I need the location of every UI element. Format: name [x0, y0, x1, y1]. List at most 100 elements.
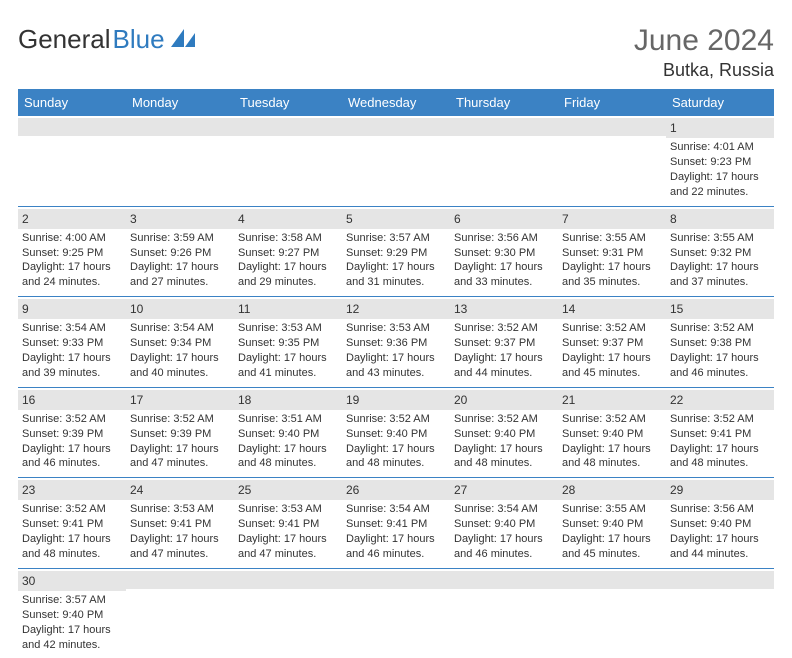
week-row: 1Sunrise: 4:01 AMSunset: 9:23 PMDaylight…: [18, 116, 774, 207]
logo-text-1: General: [18, 24, 111, 55]
day-cell: 28Sunrise: 3:55 AMSunset: 9:40 PMDayligh…: [558, 478, 666, 568]
day-cell: 9Sunrise: 3:54 AMSunset: 9:33 PMDaylight…: [18, 297, 126, 387]
day-info-line: Daylight: 17 hours and 39 minutes.: [22, 351, 122, 381]
day-info-line: Sunrise: 3:58 AM: [238, 231, 338, 246]
day-info-line: Sunset: 9:30 PM: [454, 246, 554, 261]
day-info-line: Sunrise: 3:56 AM: [454, 231, 554, 246]
day-info-line: Sunset: 9:36 PM: [346, 336, 446, 351]
day-info-line: Daylight: 17 hours and 46 minutes.: [346, 532, 446, 562]
day-cell: 18Sunrise: 3:51 AMSunset: 9:40 PMDayligh…: [234, 388, 342, 478]
day-cell: 2Sunrise: 4:00 AMSunset: 9:25 PMDaylight…: [18, 207, 126, 297]
day-cell: 19Sunrise: 3:52 AMSunset: 9:40 PMDayligh…: [342, 388, 450, 478]
day-info-line: Sunset: 9:41 PM: [22, 517, 122, 532]
day-info-line: Daylight: 17 hours and 43 minutes.: [346, 351, 446, 381]
day-number: [666, 571, 774, 589]
day-cell: 14Sunrise: 3:52 AMSunset: 9:37 PMDayligh…: [558, 297, 666, 387]
day-info-line: Sunrise: 3:53 AM: [346, 321, 446, 336]
day-info-line: Daylight: 17 hours and 33 minutes.: [454, 260, 554, 290]
day-info-line: Daylight: 17 hours and 37 minutes.: [670, 260, 770, 290]
day-cell: 12Sunrise: 3:53 AMSunset: 9:36 PMDayligh…: [342, 297, 450, 387]
day-cell: 20Sunrise: 3:52 AMSunset: 9:40 PMDayligh…: [450, 388, 558, 478]
day-number: 9: [18, 299, 126, 319]
week-row: 23Sunrise: 3:52 AMSunset: 9:41 PMDayligh…: [18, 478, 774, 569]
day-info-line: Daylight: 17 hours and 24 minutes.: [22, 260, 122, 290]
day-cell: 30Sunrise: 3:57 AMSunset: 9:40 PMDayligh…: [18, 569, 126, 658]
day-info-line: Sunset: 9:40 PM: [454, 427, 554, 442]
day-info-line: Sunrise: 3:52 AM: [562, 321, 662, 336]
day-info-line: Sunrise: 3:54 AM: [454, 502, 554, 517]
day-info-line: Sunset: 9:27 PM: [238, 246, 338, 261]
day-cell: [342, 116, 450, 206]
weekday-header-cell: Wednesday: [342, 89, 450, 116]
day-cell: [126, 569, 234, 658]
day-info-line: Daylight: 17 hours and 45 minutes.: [562, 532, 662, 562]
day-number: 26: [342, 480, 450, 500]
day-info-line: Sunrise: 3:51 AM: [238, 412, 338, 427]
day-number: 16: [18, 390, 126, 410]
day-info-line: Sunset: 9:41 PM: [130, 517, 230, 532]
day-info-line: Daylight: 17 hours and 48 minutes.: [346, 442, 446, 472]
day-cell: [558, 569, 666, 658]
day-info-line: Sunrise: 3:54 AM: [346, 502, 446, 517]
weekday-header-cell: Tuesday: [234, 89, 342, 116]
day-info-line: Sunset: 9:41 PM: [670, 427, 770, 442]
day-info-line: Sunset: 9:35 PM: [238, 336, 338, 351]
day-number: 23: [18, 480, 126, 500]
week-row: 9Sunrise: 3:54 AMSunset: 9:33 PMDaylight…: [18, 297, 774, 388]
day-info-line: Sunset: 9:40 PM: [238, 427, 338, 442]
logo-sail-icon: [171, 27, 197, 47]
day-cell: 5Sunrise: 3:57 AMSunset: 9:29 PMDaylight…: [342, 207, 450, 297]
location-label: Butka, Russia: [634, 60, 774, 81]
day-info-line: Sunrise: 3:52 AM: [22, 502, 122, 517]
day-number: 13: [450, 299, 558, 319]
day-info-line: Sunset: 9:40 PM: [22, 608, 122, 623]
day-info-line: Daylight: 17 hours and 46 minutes.: [670, 351, 770, 381]
weekday-header-cell: Friday: [558, 89, 666, 116]
day-cell: 8Sunrise: 3:55 AMSunset: 9:32 PMDaylight…: [666, 207, 774, 297]
day-number: 10: [126, 299, 234, 319]
day-cell: [450, 569, 558, 658]
day-number: [126, 118, 234, 136]
day-cell: [666, 569, 774, 658]
day-info-line: Daylight: 17 hours and 48 minutes.: [22, 532, 122, 562]
calendar: SundayMondayTuesdayWednesdayThursdayFrid…: [18, 89, 774, 658]
month-title: June 2024: [634, 24, 774, 58]
weekday-header-cell: Sunday: [18, 89, 126, 116]
day-number: 27: [450, 480, 558, 500]
day-number: 6: [450, 209, 558, 229]
day-info-line: Sunrise: 3:52 AM: [670, 321, 770, 336]
day-info-line: Sunset: 9:29 PM: [346, 246, 446, 261]
day-info-line: Daylight: 17 hours and 47 minutes.: [238, 532, 338, 562]
day-info-line: Sunset: 9:25 PM: [22, 246, 122, 261]
day-info-line: Daylight: 17 hours and 48 minutes.: [454, 442, 554, 472]
day-info-line: Sunrise: 3:52 AM: [22, 412, 122, 427]
day-info-line: Daylight: 17 hours and 47 minutes.: [130, 442, 230, 472]
day-info-line: Daylight: 17 hours and 41 minutes.: [238, 351, 338, 381]
day-cell: 16Sunrise: 3:52 AMSunset: 9:39 PMDayligh…: [18, 388, 126, 478]
weekday-header-cell: Monday: [126, 89, 234, 116]
day-info-line: Sunrise: 3:53 AM: [238, 321, 338, 336]
day-info-line: Sunset: 9:37 PM: [454, 336, 554, 351]
title-block: June 2024 Butka, Russia: [634, 24, 774, 81]
day-number: 2: [18, 209, 126, 229]
day-cell: [126, 116, 234, 206]
day-cell: 3Sunrise: 3:59 AMSunset: 9:26 PMDaylight…: [126, 207, 234, 297]
day-cell: 27 Sunrise: 3:54 AMSunset: 9:40 PMDayligh…: [450, 478, 558, 568]
week-row: 16Sunrise: 3:52 AMSunset: 9:39 PMDayligh…: [18, 388, 774, 479]
day-info-line: Sunset: 9:33 PM: [22, 336, 122, 351]
day-info-line: Sunset: 9:40 PM: [454, 517, 554, 532]
day-info-line: Sunset: 9:41 PM: [238, 517, 338, 532]
logo-text-2: Blue: [113, 24, 165, 55]
day-info-line: Sunset: 9:23 PM: [670, 155, 770, 170]
day-info-line: Sunset: 9:40 PM: [346, 427, 446, 442]
day-number: [558, 118, 666, 136]
page-header: GeneralBlue June 2024 Butka, Russia: [18, 24, 774, 81]
day-info-line: Daylight: 17 hours and 46 minutes.: [454, 532, 554, 562]
day-info-line: Sunrise: 3:52 AM: [130, 412, 230, 427]
day-number: 11: [234, 299, 342, 319]
day-info-line: Daylight: 17 hours and 44 minutes.: [454, 351, 554, 381]
day-info-line: Sunset: 9:37 PM: [562, 336, 662, 351]
day-info-line: Daylight: 17 hours and 27 minutes.: [130, 260, 230, 290]
week-row: 2Sunrise: 4:00 AMSunset: 9:25 PMDaylight…: [18, 207, 774, 298]
weeks-container: 1Sunrise: 4:01 AMSunset: 9:23 PMDaylight…: [18, 116, 774, 658]
